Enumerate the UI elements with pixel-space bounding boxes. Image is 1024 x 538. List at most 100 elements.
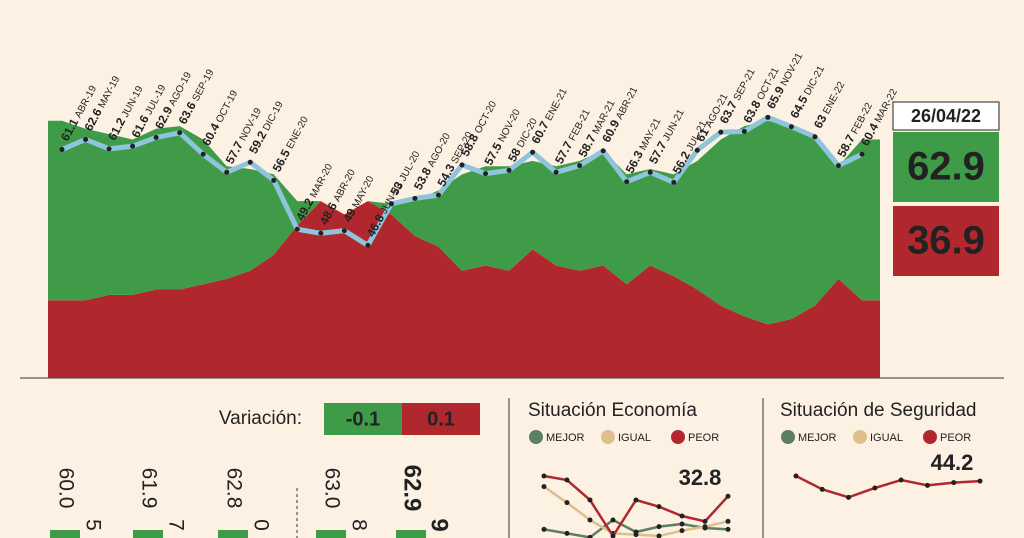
point: [718, 129, 724, 135]
value-label: 49: [340, 206, 359, 225]
value-label: 58: [505, 146, 524, 165]
point: [656, 524, 662, 530]
point: [679, 513, 685, 519]
point: [587, 534, 593, 538]
approve-value: 62.9: [907, 145, 985, 189]
point: [318, 230, 324, 236]
point: [765, 114, 771, 120]
point: [271, 177, 277, 183]
point: [694, 147, 700, 153]
legend-dot: [781, 430, 795, 444]
bar-label-2: 7: [164, 519, 187, 531]
legend-label: PEOR: [688, 432, 719, 444]
disapprove-value: 36.9: [907, 219, 985, 263]
point: [924, 482, 930, 488]
point: [671, 179, 677, 185]
legend-label: PEOR: [940, 432, 971, 444]
point: [553, 169, 559, 175]
point: [725, 518, 731, 524]
point: [872, 485, 878, 491]
variation-box: [324, 403, 402, 435]
legend-label: IGUAL: [870, 432, 903, 444]
point: [564, 530, 570, 536]
point: [741, 128, 747, 134]
point: [610, 517, 616, 523]
bar-label: 62.9: [399, 465, 426, 512]
legend-dot: [923, 430, 937, 444]
bar-label-2: 9: [426, 518, 453, 531]
panel-title: Situación de Seguridad: [780, 400, 976, 421]
point: [564, 500, 570, 506]
bar: [133, 530, 163, 538]
bar-label: 62.8: [222, 468, 245, 509]
value-label: 32.8: [679, 465, 722, 490]
legend-dot: [853, 430, 867, 444]
point: [793, 473, 799, 479]
point: [702, 524, 708, 530]
bar: [396, 530, 426, 538]
legend-dot: [529, 430, 543, 444]
point: [247, 159, 253, 165]
point: [541, 473, 547, 479]
value-label: 61: [693, 125, 712, 144]
point: [541, 526, 547, 532]
point: [819, 486, 825, 492]
area: [48, 201, 880, 378]
point: [106, 146, 112, 152]
point: [577, 163, 583, 169]
point: [153, 134, 159, 140]
point: [483, 171, 489, 177]
point: [412, 195, 418, 201]
point: [812, 134, 818, 140]
bar-label-2: 0: [249, 519, 272, 531]
point: [587, 497, 593, 503]
point: [541, 484, 547, 490]
point: [435, 192, 441, 198]
bar-label-2: 5: [81, 519, 104, 531]
point: [530, 149, 536, 155]
point: [656, 533, 662, 538]
bar: [218, 530, 248, 538]
bar-label: 61.9: [137, 468, 160, 509]
point: [388, 201, 394, 207]
point: [600, 148, 606, 154]
point: [200, 151, 206, 157]
point: [656, 504, 662, 510]
legend-label: MEJOR: [798, 432, 837, 444]
bar-label: 60.0: [54, 468, 77, 509]
point: [564, 477, 570, 483]
point: [624, 179, 630, 185]
point: [633, 497, 639, 503]
point: [846, 494, 852, 500]
point: [898, 477, 904, 483]
point: [365, 242, 371, 248]
variation-value: -0.1: [346, 408, 380, 430]
bar: [50, 530, 80, 538]
date-box: [892, 101, 1000, 131]
point: [633, 532, 639, 538]
point: [647, 169, 653, 175]
point: [679, 528, 685, 534]
point: [702, 518, 708, 524]
point: [224, 169, 230, 175]
point: [506, 167, 512, 173]
point: [610, 533, 616, 538]
point: [951, 480, 957, 486]
point: [59, 147, 65, 153]
point: [679, 521, 685, 527]
date: 26/04/22: [911, 106, 981, 126]
point: [83, 136, 89, 142]
bar-label: 63.0: [320, 468, 343, 509]
bar: [316, 530, 346, 538]
value-label: 53: [387, 179, 406, 198]
disapprove-box: [893, 206, 999, 276]
legend-dot: [671, 430, 685, 444]
point: [177, 130, 183, 136]
bar-label-2: 8: [347, 519, 370, 531]
point: [130, 143, 136, 149]
variation-box: [402, 403, 480, 435]
legend-dot: [601, 430, 615, 444]
point: [459, 162, 465, 168]
point: [294, 226, 300, 232]
